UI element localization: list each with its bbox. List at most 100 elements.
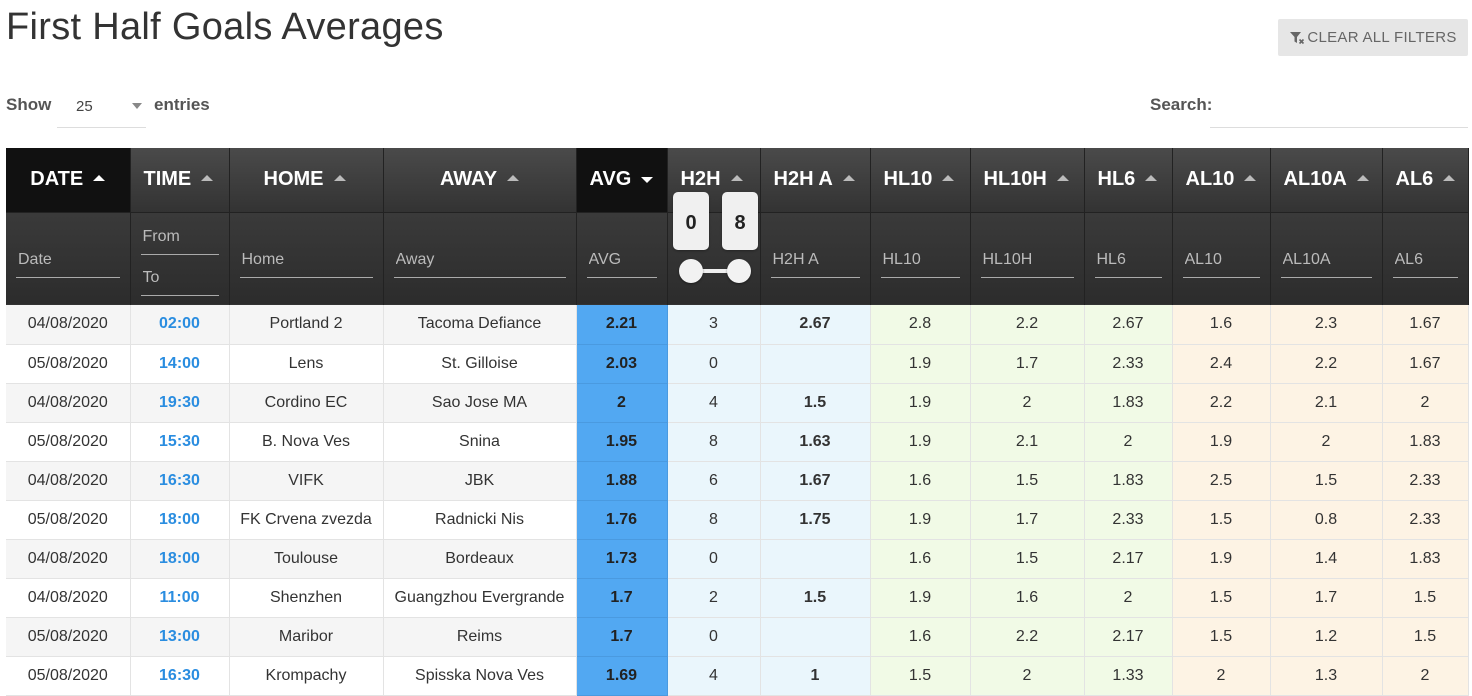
cell-time[interactable]: 19:30 — [130, 383, 230, 423]
sort-desc-icon — [641, 176, 654, 183]
col-header-hl10[interactable]: HL10 — [870, 148, 971, 213]
entries-label: entries — [154, 95, 210, 114]
filter-date-input[interactable] — [16, 247, 120, 278]
cell-time[interactable]: 02:00 — [130, 305, 230, 345]
filter-hl6-input[interactable] — [1094, 247, 1162, 278]
filter-h2ha-input[interactable] — [770, 247, 860, 278]
sort-asc-icon — [730, 174, 743, 181]
table-row[interactable]: 04/08/2020 02:00 Portland 2 Tacoma Defiance… — [6, 305, 1469, 345]
cell-time[interactable]: 15:30 — [130, 422, 230, 462]
table-row[interactable]: 04/08/2020 16:30 VIFK JBK 1.88 6 1.67 1.6 1.5 1.8… — [6, 461, 1469, 501]
cell-h2h: 2 — [667, 578, 761, 618]
col-header-al10[interactable]: AL10 — [1172, 148, 1271, 213]
cell-away: Radnicki Nis — [383, 500, 577, 540]
cell-h2h: 0 — [667, 344, 761, 384]
table-row[interactable]: 05/08/2020 16:30 Krompachy Spisska Nova Ves… — [6, 656, 1469, 696]
page-title: First Half Goals Averages — [6, 6, 444, 48]
h2h-min-handle[interactable] — [679, 259, 703, 283]
filter-row — [6, 212, 1469, 305]
cell-away: Bordeaux — [383, 539, 577, 579]
cell-hl10: 1.6 — [870, 461, 971, 501]
cell-hl10h: 1.6 — [970, 578, 1085, 618]
sort-asc-icon — [333, 174, 346, 181]
table-row[interactable]: 05/08/2020 18:00 FK Crvena zvezda Radnicki … — [6, 500, 1469, 540]
cell-h2h-a — [760, 617, 871, 657]
cell-home: Krompachy — [229, 656, 384, 696]
h2h-max-handle[interactable] — [727, 259, 751, 283]
cell-al6: 1.83 — [1382, 539, 1469, 579]
table-row[interactable]: 04/08/2020 18:00 Toulouse Bordeaux 1.73 0 1.6 1… — [6, 539, 1469, 579]
cell-away: Reims — [383, 617, 577, 657]
cell-hl10: 1.5 — [870, 656, 971, 696]
cell-al10: 2.5 — [1172, 461, 1271, 501]
cell-h2h: 3 — [667, 305, 761, 345]
cell-al6: 1.67 — [1382, 344, 1469, 384]
table-row[interactable]: 05/08/2020 15:30 B. Nova Ves Snina 1.95 8 1.63… — [6, 422, 1469, 462]
col-header-hl10h[interactable]: HL10H — [970, 148, 1085, 213]
cell-date: 05/08/2020 — [6, 344, 131, 384]
filter-al10a-input[interactable] — [1280, 247, 1372, 278]
cell-hl10: 1.9 — [870, 344, 971, 384]
col-header-avg[interactable]: AVG — [576, 148, 668, 213]
cell-avg: 1.69 — [576, 656, 668, 696]
table-row[interactable]: 05/08/2020 13:00 Maribor Reims 1.7 0 1.6 2.2 2.1… — [6, 617, 1469, 657]
filter-away-input[interactable] — [393, 247, 566, 278]
cell-hl10h: 2 — [970, 383, 1085, 423]
filter-avg-input[interactable] — [586, 247, 657, 278]
cell-away: JBK — [383, 461, 577, 501]
cell-h2h-a: 1.5 — [760, 383, 871, 423]
cell-hl10: 1.9 — [870, 578, 971, 618]
cell-al10a: 2.2 — [1270, 344, 1383, 384]
filter-clear-icon — [1290, 31, 1305, 44]
col-header-h2ha[interactable]: H2H A — [760, 148, 871, 213]
col-header-away[interactable]: AWAY — [383, 148, 577, 213]
cell-al6: 1.5 — [1382, 617, 1469, 657]
clear-all-filters-button[interactable]: CLEAR ALL FILTERS — [1278, 19, 1468, 56]
table-row[interactable]: 04/08/2020 19:30 Cordino EC Sao Jose MA 2 4 1.… — [6, 383, 1469, 423]
cell-time[interactable]: 14:00 — [130, 344, 230, 384]
cell-al10: 2.2 — [1172, 383, 1271, 423]
filter-al10-input[interactable] — [1182, 247, 1260, 278]
cell-time[interactable]: 16:30 — [130, 656, 230, 696]
cell-home: Cordino EC — [229, 383, 384, 423]
cell-hl6: 2.67 — [1084, 305, 1173, 345]
col-header-time[interactable]: TIME — [130, 148, 230, 213]
cell-al10: 1.6 — [1172, 305, 1271, 345]
col-header-hl6[interactable]: HL6 — [1084, 148, 1173, 213]
filter-time-to-input[interactable] — [140, 265, 219, 296]
col-header-date[interactable]: DATE — [6, 148, 131, 213]
filter-hl10-input[interactable] — [880, 247, 960, 278]
table-row[interactable]: 04/08/2020 11:00 Shenzhen Guangzhou Evergra… — [6, 578, 1469, 618]
cell-al10a: 1.2 — [1270, 617, 1383, 657]
cell-time[interactable]: 11:00 — [130, 578, 230, 618]
search-input[interactable] — [1210, 88, 1468, 128]
cell-away: Snina — [383, 422, 577, 462]
cell-al10a: 1.7 — [1270, 578, 1383, 618]
col-header-al10a[interactable]: AL10A — [1270, 148, 1383, 213]
filter-al6-input[interactable] — [1392, 247, 1458, 278]
cell-hl10: 1.9 — [870, 500, 971, 540]
cell-hl10h: 2.1 — [970, 422, 1085, 462]
filter-hl10h-input[interactable] — [980, 247, 1074, 278]
cell-h2h: 0 — [667, 539, 761, 579]
entries-select[interactable]: 25 — [57, 88, 146, 128]
cell-time[interactable]: 13:00 — [130, 617, 230, 657]
cell-hl10: 1.6 — [870, 539, 971, 579]
show-label: Show — [6, 95, 52, 114]
table-row[interactable]: 05/08/2020 14:00 Lens St. Gilloise 2.03 0 1.9 1… — [6, 344, 1469, 384]
cell-date: 04/08/2020 — [6, 305, 131, 345]
filter-time-from-input[interactable] — [140, 224, 219, 255]
filter-home-input[interactable] — [239, 247, 373, 278]
cell-hl6: 2.17 — [1084, 617, 1173, 657]
h2h-range-slider[interactable]: 0 8 — [667, 190, 760, 286]
col-header-al6[interactable]: AL6 — [1382, 148, 1469, 213]
cell-date: 04/08/2020 — [6, 461, 131, 501]
h2h-max-value: 8 — [722, 192, 758, 250]
cell-away: Guangzhou Evergrande — [383, 578, 577, 618]
cell-avg: 2.21 — [576, 305, 668, 345]
cell-time[interactable]: 16:30 — [130, 461, 230, 501]
cell-time[interactable]: 18:00 — [130, 500, 230, 540]
col-header-home[interactable]: HOME — [229, 148, 384, 213]
cell-avg: 1.88 — [576, 461, 668, 501]
cell-time[interactable]: 18:00 — [130, 539, 230, 579]
